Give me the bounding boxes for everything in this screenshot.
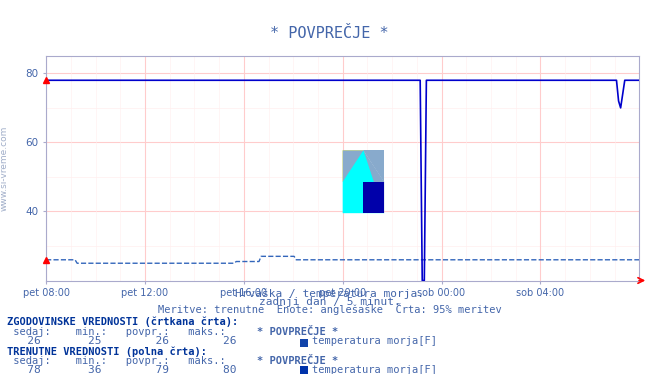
Text: sedaj:    min.:   povpr.:   maks.:: sedaj: min.: povpr.: maks.: [7,327,225,337]
Text: Hrvaška / temperatura morja.: Hrvaška / temperatura morja. [235,289,424,299]
Text: 26       25        26        26: 26 25 26 26 [7,336,236,346]
Text: Meritve: trenutne  Enote: anglešaške  Črta: 95% meritev: Meritve: trenutne Enote: anglešaške Črta… [158,303,501,315]
Polygon shape [364,150,384,182]
Bar [364,182,384,213]
Polygon shape [343,150,384,213]
Text: 78       36        79        80: 78 36 79 80 [7,365,236,374]
Text: www.si-vreme.com: www.si-vreme.com [0,126,9,211]
Text: temperatura morja[F]: temperatura morja[F] [312,365,437,374]
Text: sedaj:    min.:   povpr.:   maks.:: sedaj: min.: povpr.: maks.: [7,356,225,365]
Text: zadnji dan / 5 minut.: zadnji dan / 5 minut. [258,297,401,307]
Text: * POVPREČJE *: * POVPREČJE * [257,327,338,337]
Text: TRENUTNE VREDNOSTI (polna črta):: TRENUTNE VREDNOSTI (polna črta): [7,346,206,356]
Text: temperatura morja[F]: temperatura morja[F] [312,336,437,346]
Text: * POVPREČJE *: * POVPREČJE * [270,26,389,41]
Text: * POVPREČJE *: * POVPREČJE * [257,356,338,365]
Text: ZGODOVINSKE VREDNOSTI (črtkana črta):: ZGODOVINSKE VREDNOSTI (črtkana črta): [7,317,238,327]
Polygon shape [343,150,384,213]
Polygon shape [343,150,364,182]
